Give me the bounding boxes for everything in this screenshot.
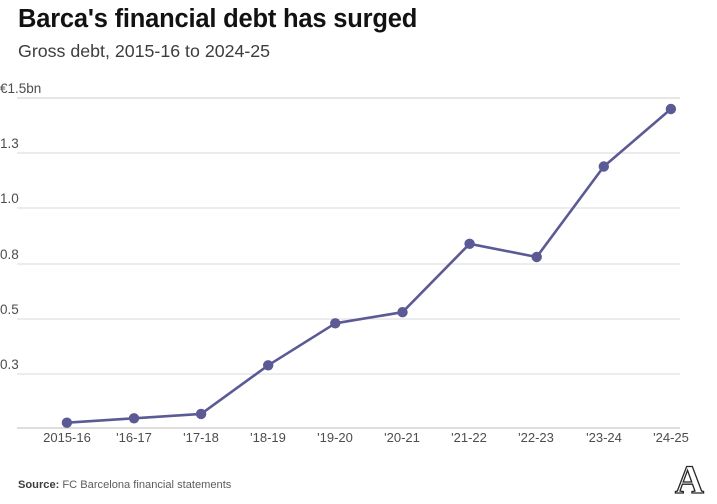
svg-text:A: A	[675, 461, 704, 501]
